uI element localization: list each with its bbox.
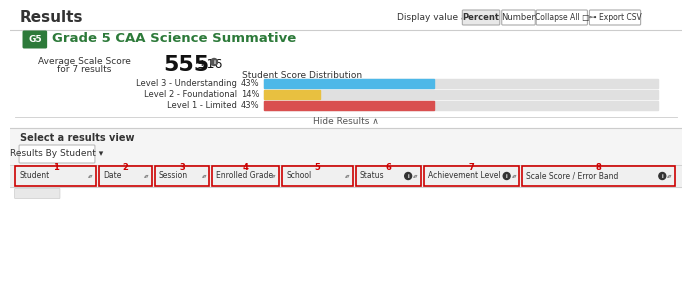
Text: 5: 5 [314,163,321,173]
Bar [522,166,675,186]
Text: i: i [407,173,409,178]
Text: ▴▾: ▴▾ [145,173,150,178]
Text: Date: Date [103,171,121,181]
Bar [99,166,152,186]
Text: 2: 2 [123,163,128,173]
Bar [10,165,682,187]
Bar [424,166,520,186]
Text: Average Scale Score: Average Scale Score [38,57,130,65]
FancyBboxPatch shape [462,10,500,25]
Text: Student Score Distribution: Student Score Distribution [241,71,362,81]
FancyBboxPatch shape [19,145,95,163]
Bar [265,101,434,110]
Text: Percent: Percent [462,13,499,22]
Text: 1: 1 [53,163,59,173]
Text: ⊶ Export CSV: ⊶ Export CSV [589,13,641,22]
Bar [265,79,658,88]
Text: Level 1 - Limited: Level 1 - Limited [167,101,237,110]
Text: Achievement Level: Achievement Level [428,171,501,181]
Circle shape [404,173,412,179]
Text: School: School [286,171,311,181]
Text: i: i [213,60,215,65]
Bar [265,90,658,99]
Text: Display value as: Display value as [398,12,471,22]
Text: ▴▾: ▴▾ [668,173,673,178]
Text: 43%: 43% [241,101,259,110]
Text: 4: 4 [243,163,248,173]
Text: ▴▾: ▴▾ [512,173,517,178]
Bar [15,166,96,186]
Bar [282,166,353,186]
Text: Grade 5 CAA Science Summative: Grade 5 CAA Science Summative [52,32,296,45]
Text: ▴▾: ▴▾ [201,173,207,178]
Text: 43%: 43% [241,79,259,88]
Bar [10,187,682,200]
Bar [155,166,209,186]
Text: Enrolled Grade: Enrolled Grade [216,171,273,181]
FancyBboxPatch shape [23,30,47,48]
Text: for 7 results: for 7 results [57,65,111,73]
Circle shape [659,173,666,179]
FancyBboxPatch shape [536,10,587,25]
Text: i: i [506,173,507,178]
Text: 3: 3 [179,163,185,173]
Text: 6: 6 [385,163,391,173]
Bar [265,90,319,99]
Text: Session: Session [159,171,188,181]
Text: Level 2 - Foundational: Level 2 - Foundational [144,90,237,99]
Text: Scale Score / Error Band: Scale Score / Error Band [527,171,619,181]
Text: ▴▾: ▴▾ [413,173,419,178]
Text: G5: G5 [28,35,42,44]
Circle shape [503,173,510,179]
Text: Results By Student ▾: Results By Student ▾ [10,150,103,158]
Text: ±16: ±16 [196,58,223,71]
Text: ▴▾: ▴▾ [271,173,277,178]
Text: ▴▾: ▴▾ [88,173,93,178]
Text: Hide Results ∧: Hide Results ∧ [313,117,379,127]
FancyBboxPatch shape [589,10,640,25]
Text: Level 3 - Understanding: Level 3 - Understanding [136,79,237,88]
Text: Select a results view: Select a results view [20,133,134,143]
Text: 555: 555 [163,55,209,75]
Circle shape [211,58,218,65]
Text: ▴▾: ▴▾ [345,173,351,178]
Text: Status: Status [360,171,385,181]
Bar [212,166,279,186]
Text: Number: Number [501,13,535,22]
Bar [10,128,682,170]
Text: 7: 7 [469,163,475,173]
Bar [356,166,421,186]
Text: i: i [662,173,663,178]
Bar [265,101,658,110]
FancyBboxPatch shape [502,10,535,25]
Bar [15,33,677,145]
Text: Student: Student [19,171,49,181]
Text: 14%: 14% [241,90,259,99]
Bar [265,79,434,88]
Text: 8: 8 [596,163,602,173]
Text: Results: Results [20,9,84,24]
Text: Collapse All □: Collapse All □ [535,13,589,22]
FancyBboxPatch shape [14,189,60,199]
